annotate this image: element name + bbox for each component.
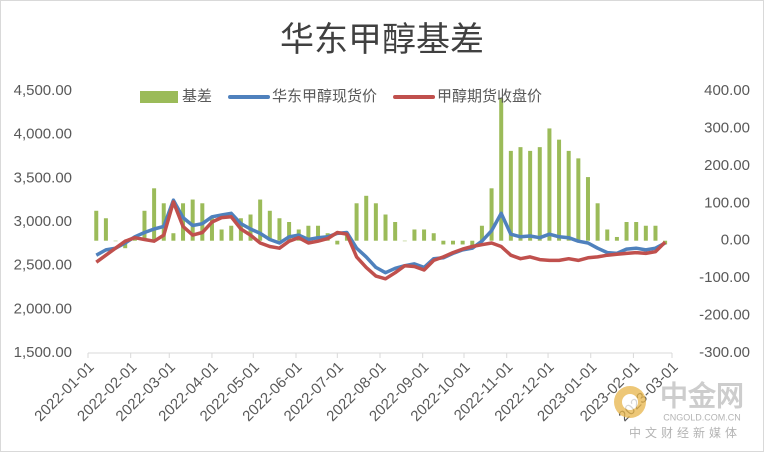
y2-tick-label: 200.00 [704,157,750,174]
y-tick-label: 2,500.00 [14,257,72,274]
bar [605,229,610,241]
bar [113,240,118,242]
bar [229,225,234,241]
bar [190,199,195,241]
bar [171,233,176,241]
bar [643,225,648,241]
bar [209,218,214,241]
y-tick-label: 4,000.00 [14,126,72,143]
bar [402,240,407,242]
bar [489,188,494,241]
bar [566,150,571,241]
y2-tick-label: 400.00 [704,82,750,99]
bar [653,225,658,241]
bar [528,150,533,241]
bar [94,210,99,241]
bar [614,236,619,241]
bar [335,240,340,245]
y2-tick-label: -200.00 [699,307,750,324]
bar [576,158,581,241]
y2-tick-label: 300.00 [704,119,750,136]
watermark-brand: 中金网 [660,379,744,411]
watermark-site: CNGOLD.COM.CN [663,412,741,422]
y-tick-label: 3,500.00 [14,169,72,186]
bar [557,139,562,241]
bar [547,128,552,241]
legend-label: 基差 [182,88,212,105]
bar [451,240,455,245]
bar [152,188,157,241]
watermark-slogan: 中文财经新媒体 [629,425,741,440]
bar [364,195,369,241]
bar [537,147,542,241]
bar [393,222,398,241]
bar [412,229,417,241]
bar [354,203,359,241]
bar [287,222,292,241]
bar [103,218,108,241]
bar [267,210,272,241]
chart-title: 华东甲醇基差 [280,21,484,59]
y-tick-label: 3,000.00 [14,213,72,230]
bar [373,203,378,241]
bar [441,240,446,245]
bar [422,229,427,241]
bar [595,203,600,241]
y2-tick-label: -100.00 [699,269,750,286]
bar [508,150,513,241]
watermark: 中金网 CNGOLD.COM.CN 中文财经新媒体 [614,379,744,440]
y2-tick-label: 0.00 [721,232,750,249]
bar [258,199,263,241]
bar [479,225,484,241]
bar [142,210,147,241]
y-tick-label: 4,500.00 [14,82,72,99]
bar [277,218,282,241]
y-tick-label: 1,500.00 [14,344,72,361]
line [95,198,666,275]
legend-swatch [140,91,178,103]
bar [316,225,321,241]
bar [624,222,629,241]
y2-tick-label: -300.00 [699,344,750,361]
legend-label: 华东甲醇现货价 [272,88,377,105]
bar [460,240,465,245]
bar [499,98,504,241]
bar [306,225,311,241]
line [95,200,667,281]
bar [585,177,590,241]
legend-label: 甲醇期货收盘价 [437,87,542,105]
watermark-logo-inner [622,394,638,410]
bar [431,233,436,241]
bar [634,222,639,241]
bar [470,240,475,249]
bar [518,147,523,241]
y2-tick-label: 100.00 [704,194,750,211]
y-tick-label: 2,000.00 [14,300,72,317]
bar [383,214,388,241]
bar [219,229,224,241]
